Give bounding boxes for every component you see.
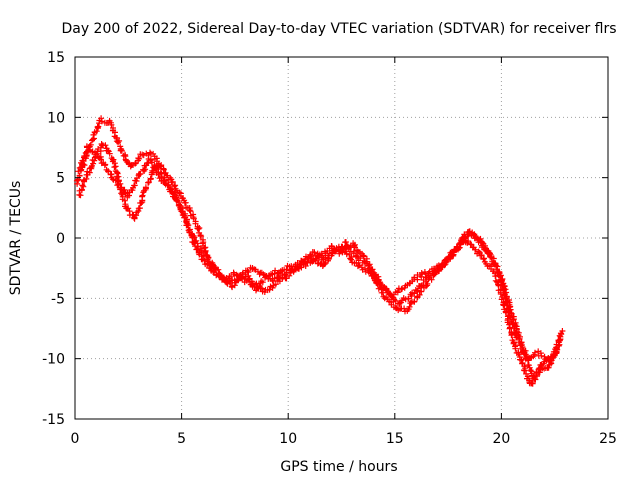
- data-point: [261, 282, 277, 295]
- data-point: [274, 266, 290, 277]
- data-point: [153, 161, 168, 185]
- data-point: [209, 259, 224, 280]
- data-point: [99, 142, 116, 163]
- data-point: [239, 271, 257, 287]
- data-point: [544, 346, 560, 371]
- x-tick-label: 0: [71, 431, 80, 447]
- data-point: [283, 264, 301, 282]
- data-point: [352, 253, 368, 266]
- data-point: [424, 269, 439, 289]
- data-point: [350, 240, 365, 257]
- x-tick-label: 25: [599, 431, 617, 447]
- y-tick-label: -10: [42, 352, 65, 368]
- data-point: [109, 156, 126, 203]
- data-point: [162, 169, 179, 192]
- chart-title: Day 200 of 2022, Sidereal Day-to-day VTE…: [61, 21, 616, 37]
- grid: [75, 57, 608, 419]
- data-point: [521, 347, 536, 379]
- data-point: [398, 279, 414, 293]
- data-point: [142, 165, 159, 193]
- data-point: [118, 146, 133, 168]
- data-point: [402, 298, 418, 315]
- data-point: [511, 339, 526, 367]
- x-tick-label: 15: [386, 431, 404, 447]
- data-point: [184, 205, 201, 232]
- data-point: [340, 246, 356, 266]
- data-point: [148, 150, 167, 173]
- data-point: [311, 249, 325, 263]
- data-point: [491, 270, 508, 313]
- data-point: [532, 348, 545, 359]
- x-ticks: 0 5 10 15 20 25: [71, 57, 617, 447]
- x-tick-label: 5: [177, 431, 186, 447]
- y-axis-label: SDTVAR / TECUs: [8, 181, 24, 296]
- data-point: [89, 117, 103, 144]
- data-point: [198, 245, 213, 268]
- y-ticks: -15 -10 -5 0 5 10 15: [42, 50, 608, 428]
- x-axis-label: GPS time / hours: [280, 459, 397, 475]
- data-point: [414, 282, 429, 301]
- data-point: [553, 328, 566, 351]
- y-tick-label: 0: [56, 231, 65, 247]
- data-point: [472, 234, 488, 253]
- y-tick-label: 15: [47, 50, 65, 66]
- data-point: [186, 227, 204, 254]
- data-point: [351, 259, 366, 273]
- y-tick-label: 10: [47, 110, 65, 126]
- data-markers: [73, 115, 566, 387]
- y-tick-label: 5: [56, 171, 65, 187]
- data-point: [392, 304, 408, 314]
- data-point: [124, 172, 142, 200]
- data-point: [83, 143, 98, 156]
- data-point: [127, 155, 143, 170]
- data-point: [163, 180, 183, 208]
- y-tick-label: -5: [51, 291, 65, 307]
- x-tick-label: 20: [492, 431, 510, 447]
- data-point: [446, 236, 466, 261]
- data-point: [329, 247, 346, 256]
- data-point: [131, 187, 147, 222]
- data-point: [480, 256, 497, 275]
- data-point: [75, 144, 90, 175]
- x-tick-label: 10: [279, 431, 297, 447]
- data-point: [483, 247, 499, 269]
- data-point: [229, 272, 245, 291]
- data-point: [76, 176, 88, 199]
- y-tick-label: -15: [42, 412, 65, 428]
- data-point: [433, 253, 452, 274]
- data-point: [137, 149, 153, 159]
- data-point: [83, 157, 97, 182]
- series-track-a: [73, 115, 563, 364]
- data-point: [195, 225, 211, 259]
- data-point: [136, 159, 152, 178]
- data-point: [409, 272, 425, 285]
- series-track-c: [76, 141, 566, 387]
- data-point: [503, 293, 520, 330]
